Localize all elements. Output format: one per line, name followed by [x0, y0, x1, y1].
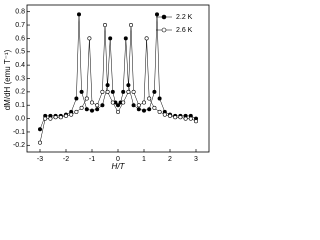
data-point — [157, 109, 162, 114]
y-tick-label: 0.8 — [15, 9, 25, 16]
data-point — [58, 115, 63, 120]
data-point — [84, 107, 89, 112]
data-point — [136, 107, 141, 112]
y-tick-label: -0.1 — [13, 129, 25, 136]
y-tick-label: 0.2 — [15, 89, 25, 96]
data-point — [121, 100, 126, 105]
data-point — [90, 108, 95, 113]
data-point — [152, 89, 157, 94]
data-point — [110, 89, 115, 94]
y-tick-label: -0.2 — [13, 142, 25, 149]
data-point — [168, 113, 173, 118]
x-tick-label: -3 — [37, 156, 43, 163]
data-point — [123, 36, 128, 41]
data-point — [155, 12, 160, 17]
data-point — [84, 96, 89, 101]
data-point — [129, 23, 134, 28]
data-point — [77, 12, 82, 17]
data-point — [69, 112, 74, 117]
data-point — [74, 96, 79, 101]
data-point — [142, 100, 147, 105]
data-point — [194, 119, 199, 124]
chart: H/T dM/dH (emu T⁻¹) -3 -2 -1 0 1 2 3 -0.2 -0.1 0.… — [3, 4, 210, 171]
data-point — [100, 103, 105, 108]
x-tick-label: -1 — [89, 156, 95, 163]
x-tick-label: 3 — [194, 156, 198, 163]
data-point — [162, 112, 167, 117]
legend-label: 2.2 K — [176, 14, 193, 21]
data-point — [37, 140, 42, 145]
data-point — [110, 100, 115, 105]
data-point — [74, 109, 79, 114]
data-point — [116, 109, 121, 114]
data-point — [37, 127, 42, 132]
y-tick-label: 0.7 — [15, 22, 25, 29]
x-tick-label: 1 — [142, 156, 146, 163]
x-axis-label: H/T — [112, 162, 126, 171]
x-tick-label: 0 — [116, 156, 120, 163]
data-point — [95, 107, 100, 112]
data-point — [100, 89, 105, 94]
data-point — [183, 116, 188, 121]
data-point — [121, 89, 126, 94]
y-tick-label: 0.0 — [15, 115, 25, 122]
data-point — [64, 113, 69, 118]
x-tick-label: 2 — [168, 156, 172, 163]
data-point — [95, 103, 100, 108]
y-axis-label: dM/dH (emu T⁻¹) — [3, 49, 12, 110]
data-point — [79, 105, 84, 110]
data-point — [103, 23, 108, 28]
x-tick-label: -2 — [63, 156, 69, 163]
legend-marker — [161, 27, 167, 33]
data-point — [105, 89, 110, 94]
data-point — [142, 108, 147, 113]
data-point — [157, 96, 162, 101]
y-tick-label: 0.4 — [15, 62, 25, 69]
data-point — [136, 103, 141, 108]
data-point — [108, 36, 113, 41]
y-tick-label: 0.3 — [15, 75, 25, 82]
series-line — [39, 25, 197, 143]
data-point — [116, 103, 121, 108]
data-point — [144, 36, 149, 41]
data-point — [173, 115, 178, 120]
y-tick-label: 0.1 — [15, 102, 25, 109]
data-point — [53, 115, 58, 120]
data-point — [79, 89, 84, 94]
data-point — [152, 105, 157, 110]
data-point — [126, 89, 131, 94]
data-point — [188, 116, 193, 121]
data-point — [48, 116, 53, 121]
data-point — [131, 89, 136, 94]
data-point — [43, 116, 48, 121]
data-point — [147, 96, 152, 101]
legend-marker — [161, 14, 167, 20]
data-point — [178, 115, 183, 120]
data-point — [90, 100, 95, 105]
y-tick-label: 0.5 — [15, 49, 25, 56]
y-tick-label: 0.6 — [15, 35, 25, 42]
legend-label: 2.6 K — [176, 27, 193, 34]
data-point — [147, 107, 152, 112]
data-point — [131, 103, 136, 108]
data-point — [87, 36, 92, 41]
